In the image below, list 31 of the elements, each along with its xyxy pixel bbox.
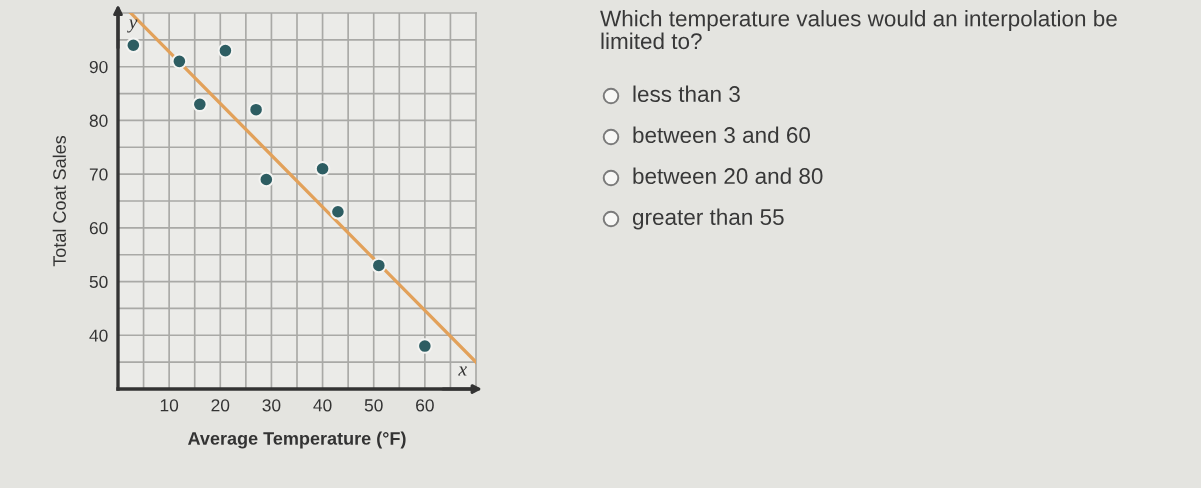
point: [417, 338, 433, 354]
x-axis-title: Average Temperature (°F): [187, 431, 406, 449]
text: Which temperature values would an interpolation be limited to?: [600, 10, 1117, 50]
point: [330, 204, 346, 220]
y-tick-label: 40: [89, 329, 108, 342]
x-tick-label: 50: [364, 399, 383, 412]
y-tick-label: 70: [89, 168, 108, 181]
text: between 20 and 80: [633, 167, 823, 185]
point: [314, 161, 331, 177]
y-axis-title: Total Coat Sales: [52, 135, 66, 267]
text: between 3 and 60: [633, 126, 811, 144]
y-tick-label: 60: [89, 222, 108, 235]
text: greater than 55: [632, 208, 784, 230]
x-tick-label: 30: [262, 399, 281, 412]
point: [258, 171, 275, 188]
point: [217, 42, 234, 59]
point: [192, 96, 208, 113]
y-tick-label: 80: [89, 114, 108, 127]
x-tick-label: 60: [416, 399, 434, 412]
annotation: x: [458, 366, 467, 376]
x-tick-label: 20: [211, 399, 230, 412]
point: [171, 53, 188, 70]
point: [125, 37, 142, 53]
point: [248, 101, 264, 118]
annotation: y: [127, 19, 138, 33]
text: less than 3: [633, 85, 740, 103]
x-tick-label: 10: [160, 399, 179, 412]
y-tick-label: 50: [89, 275, 108, 289]
y-tick-label: 90: [89, 60, 108, 74]
x-tick-label: 40: [313, 399, 332, 412]
point: [371, 257, 387, 274]
